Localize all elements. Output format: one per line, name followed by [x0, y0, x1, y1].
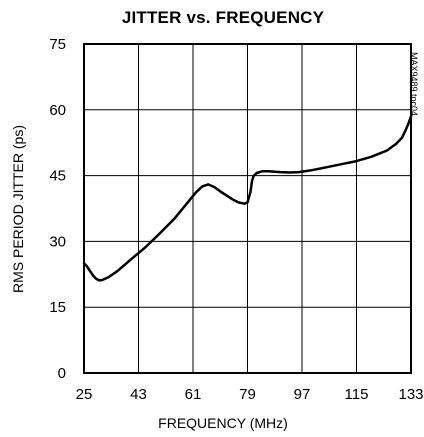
- toc-annotation: MAX9489 toc04: [409, 52, 419, 116]
- x-axis-label: FREQUENCY (MHz): [158, 415, 288, 431]
- series-line-0: [82, 115, 413, 282]
- y-tick-label-2: 30: [49, 233, 66, 250]
- x-tick-label-1: 43: [130, 386, 147, 403]
- y-tick-label-4: 60: [49, 102, 66, 119]
- y-axis-label: RMS PERIOD JITTER (ps): [10, 125, 26, 293]
- x-tick-label-6: 133: [398, 386, 423, 403]
- x-tick-label-2: 61: [185, 386, 202, 403]
- x-tick-label-3: 79: [239, 386, 256, 403]
- y-tick-label-5: 75: [49, 36, 66, 53]
- x-tick-labels: 25 43 61 79 97 115 133: [76, 386, 424, 403]
- chart-title: JITTER vs. FREQUENCY: [122, 8, 325, 27]
- y-tick-label-1: 15: [49, 299, 66, 316]
- x-tick-label-0: 25: [76, 386, 93, 403]
- data-series: [82, 115, 413, 282]
- x-tick-label-5: 115: [345, 386, 369, 403]
- y-tick-labels: 0 15 30 45 60 75: [49, 36, 66, 382]
- plot-frame: [83, 43, 412, 374]
- y-tick-label-0: 0: [58, 365, 66, 382]
- x-tick-label-4: 97: [294, 386, 311, 403]
- y-tick-label-3: 45: [49, 168, 66, 185]
